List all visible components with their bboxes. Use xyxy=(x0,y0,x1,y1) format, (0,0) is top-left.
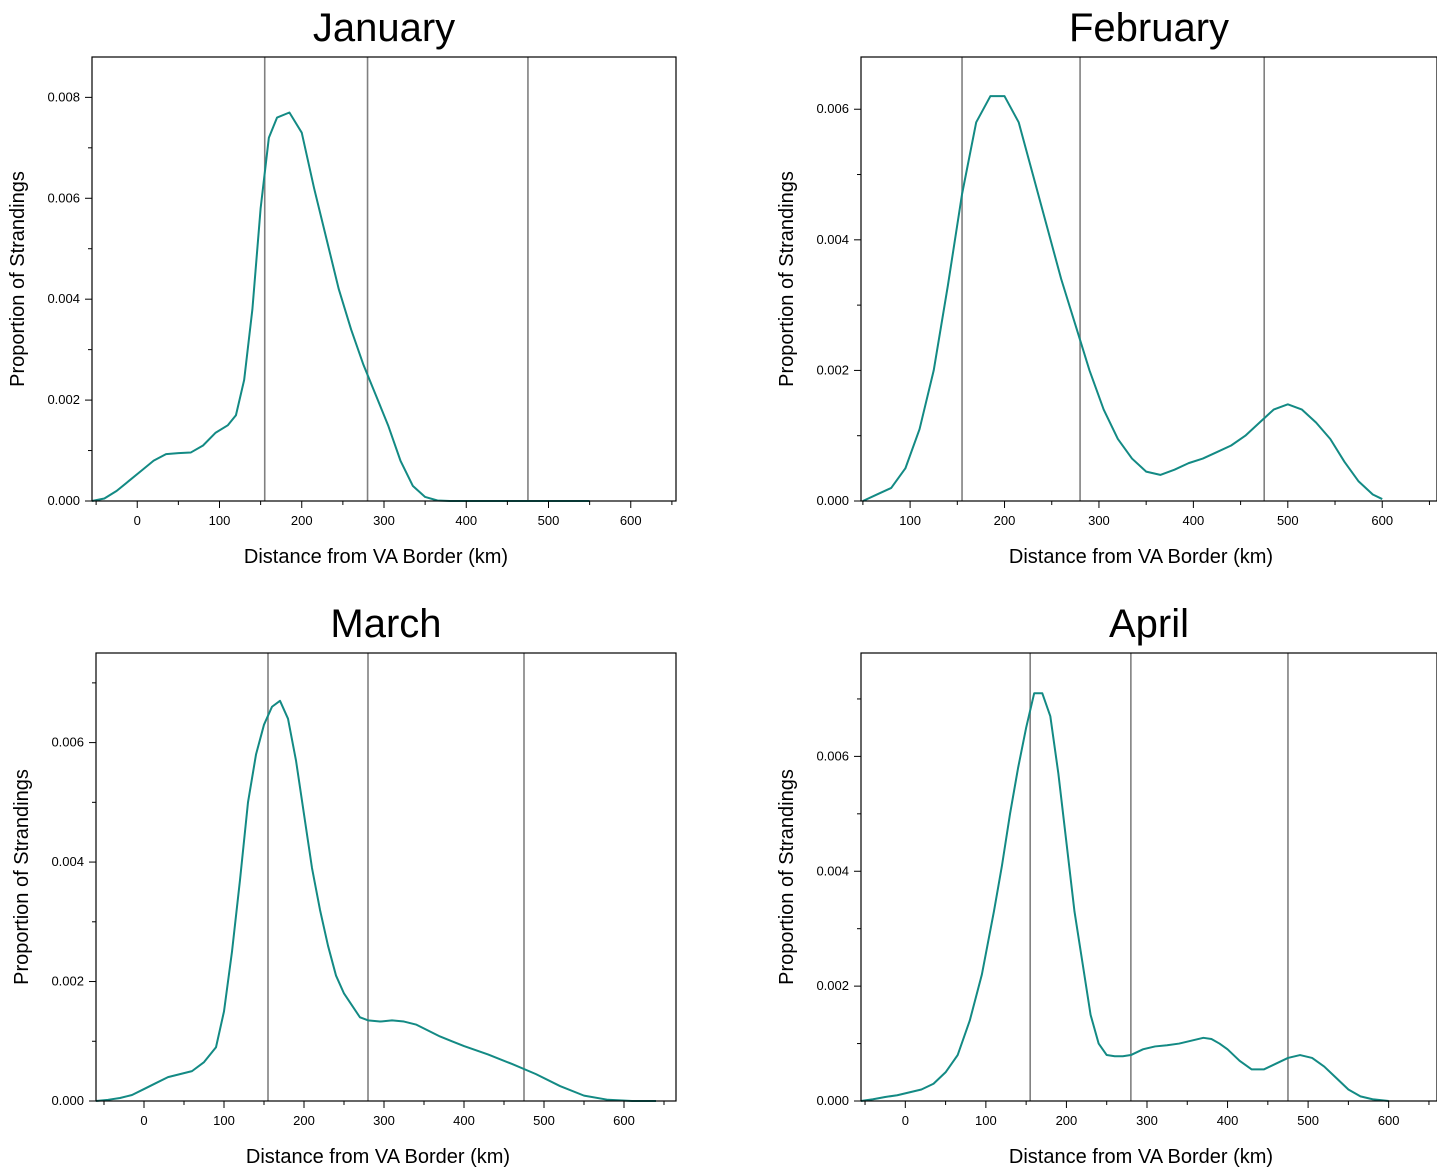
x-tick-label: 0 xyxy=(140,1113,147,1128)
x-tick-label: 500 xyxy=(538,513,560,528)
x-tick-label: 100 xyxy=(899,513,921,528)
y-tick-label: 0.006 xyxy=(47,190,80,205)
y-tick-label: 0.002 xyxy=(47,392,80,407)
x-tick-label: 500 xyxy=(1297,1113,1319,1128)
density-curve xyxy=(91,111,590,502)
x-tick-label: 200 xyxy=(293,1113,315,1128)
x-tick-label: 300 xyxy=(373,513,395,528)
y-axis-label: Proportion of Strandings xyxy=(776,171,798,387)
x-tick-label: 200 xyxy=(291,513,313,528)
plot-frame xyxy=(860,652,1437,1102)
y-tick-label: 0.002 xyxy=(51,974,84,989)
y-tick-label: 0.004 xyxy=(816,863,849,878)
y-tick-label: 0.002 xyxy=(816,362,849,377)
x-tick-label: 0 xyxy=(134,513,141,528)
chart-panel-march: March 0 100 200 300 400 500 600 0.000 0.002 0.004 0… xyxy=(0,593,700,1167)
plot-frame xyxy=(860,56,1437,502)
x-tick-label: 200 xyxy=(1056,1113,1078,1128)
y-tick-label: 0.002 xyxy=(816,978,849,993)
x-tick-label: 400 xyxy=(455,513,477,528)
chart-svg: January 0 100 200 300 400 500 600 0.000 0.002 0.00… xyxy=(7,6,677,568)
x-axis-label: Distance from VA Border (km) xyxy=(244,546,508,568)
chart-panel-april: April 0 100 200 300 400 500 600 0.000 0.002 0.004 0… xyxy=(737,593,1437,1167)
chart-title: April xyxy=(1109,602,1189,646)
y-tick-label: 0.000 xyxy=(51,1093,84,1108)
x-tick-label: 400 xyxy=(1183,513,1205,528)
x-tick-label: 400 xyxy=(1217,1113,1239,1128)
y-tick-label: 0.000 xyxy=(47,493,80,508)
y-tick-label: 0.004 xyxy=(47,291,80,306)
y-tick-label: 0.000 xyxy=(816,1093,849,1108)
y-tick-label: 0.004 xyxy=(51,854,84,869)
x-tick-label: 100 xyxy=(975,1113,997,1128)
x-tick-label: 600 xyxy=(1378,1113,1400,1128)
x-tick-label: 500 xyxy=(1277,513,1299,528)
y-tick-label: 0.008 xyxy=(47,89,80,104)
y-tick-label: 0.006 xyxy=(816,101,849,116)
plot-frame xyxy=(91,56,677,502)
x-tick-label: 0 xyxy=(902,1113,909,1128)
chart-svg: February 100 200 300 400 500 600 0.000 0.002 0.00… xyxy=(776,6,1437,568)
x-axis-label: Distance from VA Border (km) xyxy=(1009,546,1273,568)
x-tick-label: 300 xyxy=(1088,513,1110,528)
y-axis-label: Proportion of Strandings xyxy=(7,171,29,387)
chart-panel-january: January 0 100 200 300 400 500 600 0.000 0.002 0.00… xyxy=(0,0,700,583)
y-tick-label: 0.000 xyxy=(816,493,849,508)
x-tick-label: 600 xyxy=(620,513,642,528)
y-tick-label: 0.004 xyxy=(816,232,849,247)
x-tick-label: 600 xyxy=(1371,513,1393,528)
x-tick-label: 500 xyxy=(533,1113,555,1128)
x-tick-label: 300 xyxy=(1136,1113,1158,1128)
chart-svg: March 0 100 200 300 400 500 600 0.000 0.002 0.004 0… xyxy=(11,602,677,1167)
x-tick-label: 100 xyxy=(209,513,231,528)
x-tick-label: 600 xyxy=(613,1113,635,1128)
chart-title: February xyxy=(1069,6,1229,50)
chart-svg: April 0 100 200 300 400 500 600 0.000 0.002 0.004 0… xyxy=(776,602,1437,1167)
chart-title: January xyxy=(313,6,455,50)
x-tick-label: 400 xyxy=(453,1113,475,1128)
x-tick-label: 100 xyxy=(213,1113,235,1128)
y-tick-label: 0.006 xyxy=(816,748,849,763)
plot-frame xyxy=(95,652,677,1102)
y-tick-label: 0.006 xyxy=(51,735,84,750)
density-curve xyxy=(95,699,656,1102)
x-tick-label: 300 xyxy=(373,1113,395,1128)
density-curve xyxy=(862,95,1383,502)
density-curve xyxy=(860,692,1389,1102)
y-axis-label: Proportion of Strandings xyxy=(776,769,798,985)
x-axis-label: Distance from VA Border (km) xyxy=(246,1146,510,1167)
x-axis-label: Distance from VA Border (km) xyxy=(1009,1146,1273,1167)
chart-title: March xyxy=(330,602,441,646)
y-axis-label: Proportion of Strandings xyxy=(11,769,33,985)
chart-panel-february: February 100 200 300 400 500 600 0.000 0.002 0.00… xyxy=(737,0,1437,583)
x-tick-label: 200 xyxy=(994,513,1016,528)
